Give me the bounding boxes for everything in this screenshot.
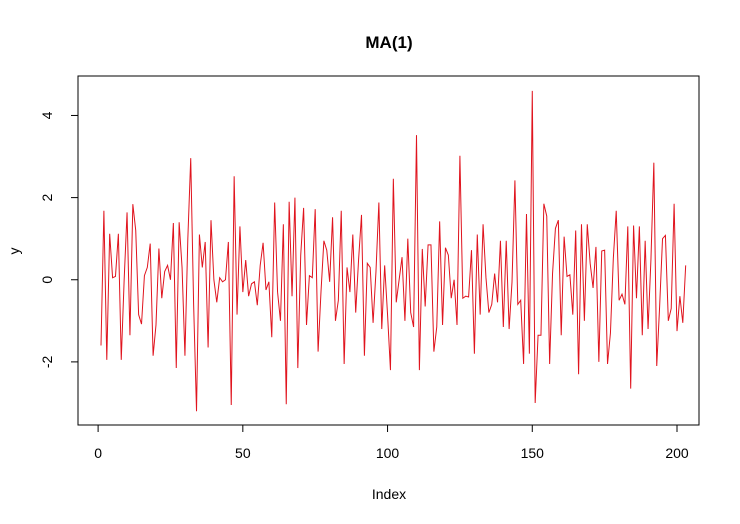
chart-title: MA(1) — [365, 33, 412, 52]
y-tick-label: 0 — [39, 276, 55, 284]
x-tick-label: 200 — [665, 445, 689, 461]
x-tick-label: 100 — [376, 445, 400, 461]
series-line-0 — [100, 90, 687, 412]
y-tick-label: -2 — [39, 355, 55, 368]
y-axis-label: y — [6, 248, 22, 255]
x-tick-label: 50 — [235, 445, 251, 461]
x-tick-label: 150 — [521, 445, 545, 461]
y-tick-label: 2 — [39, 194, 55, 202]
x-axis-label: Index — [372, 486, 406, 502]
plot-area-frame — [77, 75, 700, 426]
y-tick-label: 4 — [39, 111, 55, 119]
series-layer — [100, 90, 687, 412]
x-tick-label: 0 — [94, 445, 102, 461]
y-axis: -2 0 2 4 — [39, 111, 79, 368]
x-axis: 0 50 100 150 200 — [94, 424, 689, 461]
